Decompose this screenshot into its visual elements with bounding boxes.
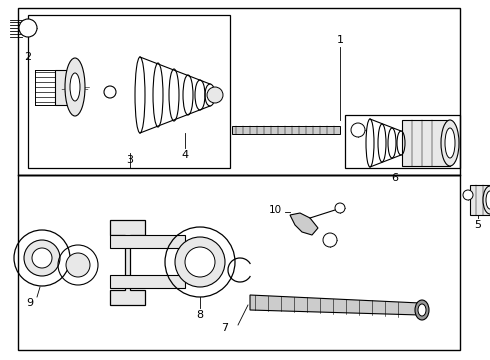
Text: 8: 8 (196, 310, 203, 320)
Ellipse shape (441, 120, 459, 166)
Circle shape (335, 203, 345, 213)
Text: 10: 10 (269, 205, 282, 215)
Polygon shape (110, 275, 185, 288)
Ellipse shape (65, 58, 85, 116)
Circle shape (24, 240, 60, 276)
Circle shape (351, 123, 365, 137)
Polygon shape (110, 235, 185, 248)
Circle shape (19, 19, 37, 37)
Ellipse shape (415, 300, 429, 320)
Circle shape (185, 247, 215, 277)
Polygon shape (290, 213, 318, 235)
Circle shape (175, 237, 225, 287)
Ellipse shape (486, 191, 490, 209)
Polygon shape (110, 220, 145, 305)
Text: 1: 1 (337, 35, 343, 45)
Circle shape (207, 87, 223, 103)
Polygon shape (402, 120, 450, 166)
Text: 7: 7 (221, 323, 228, 333)
Circle shape (32, 248, 52, 268)
Polygon shape (250, 295, 420, 315)
Circle shape (463, 190, 473, 200)
Ellipse shape (445, 128, 455, 158)
Polygon shape (470, 185, 490, 215)
Text: 9: 9 (26, 298, 33, 308)
Ellipse shape (70, 73, 80, 101)
Circle shape (323, 233, 337, 247)
Text: 6: 6 (392, 173, 398, 183)
Ellipse shape (483, 186, 490, 214)
Text: 4: 4 (181, 150, 189, 160)
Polygon shape (232, 126, 340, 134)
Circle shape (66, 253, 90, 277)
Text: 2: 2 (24, 52, 31, 62)
Polygon shape (55, 70, 75, 105)
Text: 5: 5 (474, 220, 482, 230)
Text: 3: 3 (126, 155, 133, 165)
Ellipse shape (418, 304, 426, 316)
